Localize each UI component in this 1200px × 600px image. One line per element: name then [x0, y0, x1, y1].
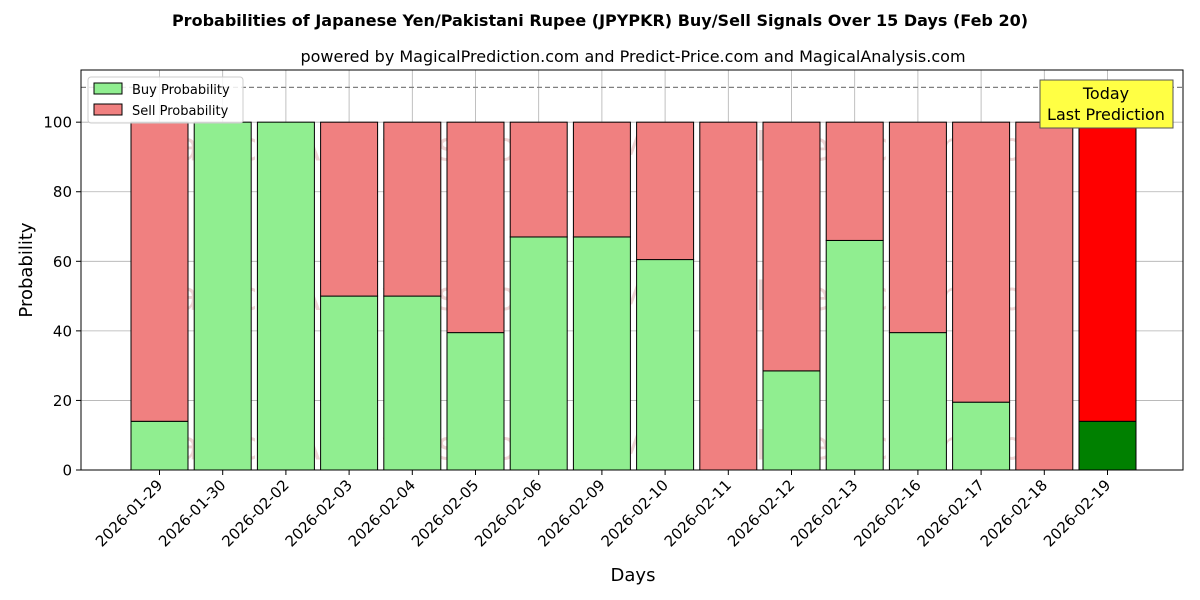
- bar-buy: [130, 420, 189, 471]
- x-tick-label: 2026-01-30: [155, 476, 229, 550]
- bar-buy: [762, 370, 821, 471]
- plot-frame: [80, 69, 1184, 471]
- y-tick-label: 0: [62, 462, 72, 480]
- bar-buy: [952, 401, 1011, 471]
- y-axis-ticks: 0 20 40 60 80 100: [43, 114, 81, 480]
- bar-buy: [1078, 420, 1137, 471]
- bars: [130, 121, 1137, 471]
- legend-label-buy: Buy Probability: [132, 83, 230, 98]
- x-tick-label: 2026-02-13: [787, 476, 861, 550]
- x-tick-label: 2026-02-02: [218, 476, 292, 550]
- chart-title: Probabilities of Japanese Yen/Pakistani …: [172, 11, 1028, 30]
- x-axis-ticks: 2026-01-292026-01-302026-02-022026-02-03…: [92, 470, 1114, 550]
- bar-sell: [952, 121, 1011, 403]
- bar-sell: [446, 121, 505, 334]
- x-tick-label: 2026-02-09: [534, 476, 608, 550]
- x-tick-label: 2026-02-05: [408, 476, 482, 550]
- bar-sell: [1078, 121, 1137, 422]
- x-tick-label: 2026-02-06: [471, 476, 545, 550]
- bar-sell: [509, 121, 568, 238]
- bar-sell: [636, 121, 695, 261]
- bar-buy: [572, 236, 631, 471]
- annotation-box: [1039, 79, 1174, 129]
- x-tick-label: 2026-02-17: [914, 476, 988, 550]
- legend-label-sell: Sell Probability: [132, 104, 229, 119]
- x-tick-label: 2026-02-10: [598, 476, 672, 550]
- bar-sell: [762, 121, 821, 372]
- today-annotation: Today Last Prediction: [1039, 79, 1174, 129]
- bar-buy: [509, 236, 568, 471]
- legend: Buy Probability Sell Probability: [87, 76, 244, 124]
- bar-sell: [1015, 121, 1074, 471]
- bar-sell: [699, 121, 758, 471]
- chart-subtitle: powered by MagicalPrediction.com and Pre…: [300, 47, 965, 66]
- bar-sell: [320, 121, 379, 297]
- x-tick-label: 2026-02-18: [977, 476, 1051, 550]
- y-tick-label: 40: [53, 322, 72, 340]
- y-tick-label: 60: [53, 253, 72, 271]
- y-tick-label: 20: [53, 392, 72, 410]
- bar-buy: [888, 332, 947, 471]
- x-tick-label: 2026-01-29: [92, 476, 166, 550]
- bar-buy: [383, 295, 442, 471]
- x-tick-label: 2026-02-03: [282, 476, 356, 550]
- legend-box: [87, 76, 244, 124]
- annotation-line2: Last Prediction: [1047, 105, 1165, 124]
- bar-buy: [446, 332, 505, 471]
- bar-buy: [320, 295, 379, 471]
- bar-buy: [636, 259, 695, 471]
- bar-buy: [193, 121, 252, 471]
- x-tick-label: 2026-02-16: [850, 476, 924, 550]
- x-tick-label: 2026-02-04: [345, 476, 419, 550]
- bar-sell: [572, 121, 631, 238]
- bar-buy: [825, 239, 884, 471]
- legend-swatch-sell: [93, 103, 123, 116]
- bar-sell: [130, 121, 189, 422]
- x-tick-label: 2026-02-11: [661, 476, 735, 550]
- y-axis-label: Probability: [16, 222, 37, 317]
- x-tick-label: 2026-02-12: [724, 476, 798, 550]
- x-tick-label: 2026-02-19: [1040, 476, 1114, 550]
- legend-swatch-buy: [93, 82, 123, 95]
- x-axis-label: Days: [611, 565, 656, 586]
- bar-sell: [825, 121, 884, 241]
- y-tick-label: 100: [43, 114, 72, 132]
- y-tick-label: 80: [53, 183, 72, 201]
- bar-buy: [256, 121, 315, 471]
- bar-sell: [888, 121, 947, 334]
- annotation-line1: Today: [1082, 84, 1129, 103]
- bar-sell: [383, 121, 442, 297]
